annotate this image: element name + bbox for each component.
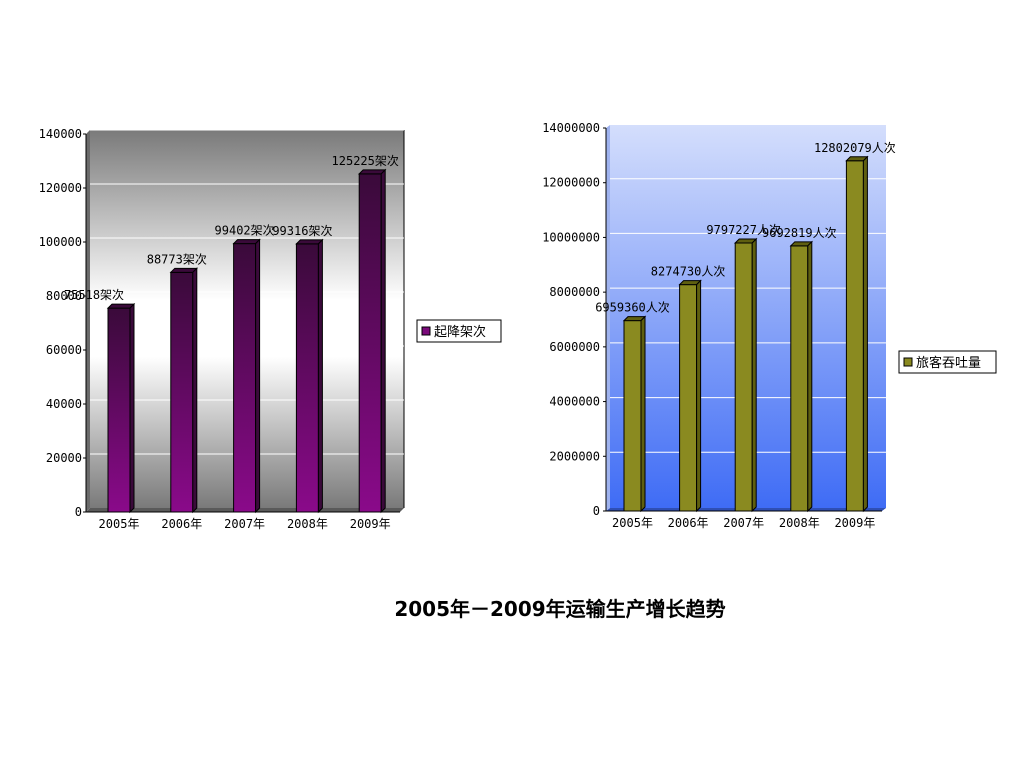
chart1-data-label: 99402架次: [215, 224, 275, 238]
chart1-x-tick-label: 2005年: [99, 517, 140, 531]
chart-aircraft-movements: 020000400006000080000100000120000140000 …: [39, 127, 502, 531]
chart2-x-tick-label: 2008年: [779, 516, 820, 530]
chart1-x-tick-label: 2006年: [161, 517, 202, 531]
chart1-legend-swatch: [421, 326, 431, 336]
chart1-bar: [357, 168, 387, 514]
chart2-y-tick-label: 0: [593, 504, 600, 518]
chart2-x-tick-label: 2005年: [612, 516, 653, 530]
chart2-bar: [733, 237, 758, 513]
chart1-y-tick-label: 20000: [46, 451, 82, 465]
chart2-y-tick-label: 6000000: [549, 340, 600, 354]
chart2-x-tick-label: 2006年: [668, 516, 709, 530]
chart2-y-tick-label: 4000000: [549, 395, 600, 409]
chart2-data-label: 9692819人次: [762, 226, 837, 240]
chart2-bar: [789, 240, 814, 513]
chart2-data-label: 12802079人次: [814, 141, 896, 155]
chart1-legend: 起降架次: [416, 319, 502, 343]
chart2-y-tick-label: 10000000: [542, 230, 600, 244]
chart2-legend: 旅客吞吐量: [898, 350, 997, 374]
chart1-x-tick-label: 2009年: [350, 517, 391, 531]
chart1-bar: [169, 267, 199, 514]
chart-passenger-throughput: 0 2000000 4000000 6000000 8000000 10000000 120…: [542, 121, 997, 530]
chart2-data-label: 6959360人次: [595, 301, 670, 315]
figure-caption: 2005年－2009年运输生产增长趋势: [394, 597, 726, 621]
chart2-y-tick-label: 2000000: [549, 449, 600, 463]
chart1-y-tick-label: 60000: [46, 343, 82, 357]
chart2-x-tick-label: 2009年: [834, 516, 875, 530]
chart2-bar: [622, 315, 647, 513]
chart2-y-tick-label: 14000000: [542, 121, 600, 135]
chart2-data-label: 9797227人次: [706, 223, 781, 237]
chart1-bar: [232, 238, 261, 514]
chart2-legend-swatch: [903, 357, 913, 367]
chart1-y-tick-label: 120000: [39, 181, 82, 195]
chart1-side-wall: [86, 130, 90, 512]
chart1-y-tick-label: 0: [75, 505, 82, 519]
chart1-y-tick-label: 140000: [39, 127, 82, 141]
chart2-y-tick-label: 12000000: [542, 176, 600, 190]
chart1-data-label: 75518架次: [64, 288, 124, 302]
chart1-legend-label: 起降架次: [434, 324, 486, 340]
chart2-legend-label: 旅客吞吐量: [916, 355, 981, 371]
chart2-bar: [678, 279, 702, 513]
chart1-y-tick-label: 100000: [39, 235, 82, 249]
chart2-legend-box: [898, 350, 997, 374]
chart2-x-tick-label: 2007年: [723, 516, 764, 530]
chart1-bar: [106, 302, 136, 514]
chart1-data-label: 99316架次: [272, 224, 332, 238]
chart1-bar: [295, 238, 324, 514]
chart1-data-label: 125225架次: [332, 154, 399, 168]
chart2-y-tick-label: 8000000: [549, 285, 600, 299]
chart2-data-label: 8274730人次: [651, 265, 726, 279]
chart1-x-tick-label: 2008年: [287, 517, 328, 531]
chart1-legend-box: [416, 319, 502, 343]
chart1-x-tick-label: 2007年: [224, 517, 265, 531]
chart2-bar: [845, 155, 869, 513]
chart1-y-tick-label: 40000: [46, 397, 82, 411]
chart1-y-tick-label: 80000: [46, 289, 82, 303]
chart1-data-label: 88773架次: [147, 252, 207, 266]
chart2-side-wall: [606, 125, 610, 511]
